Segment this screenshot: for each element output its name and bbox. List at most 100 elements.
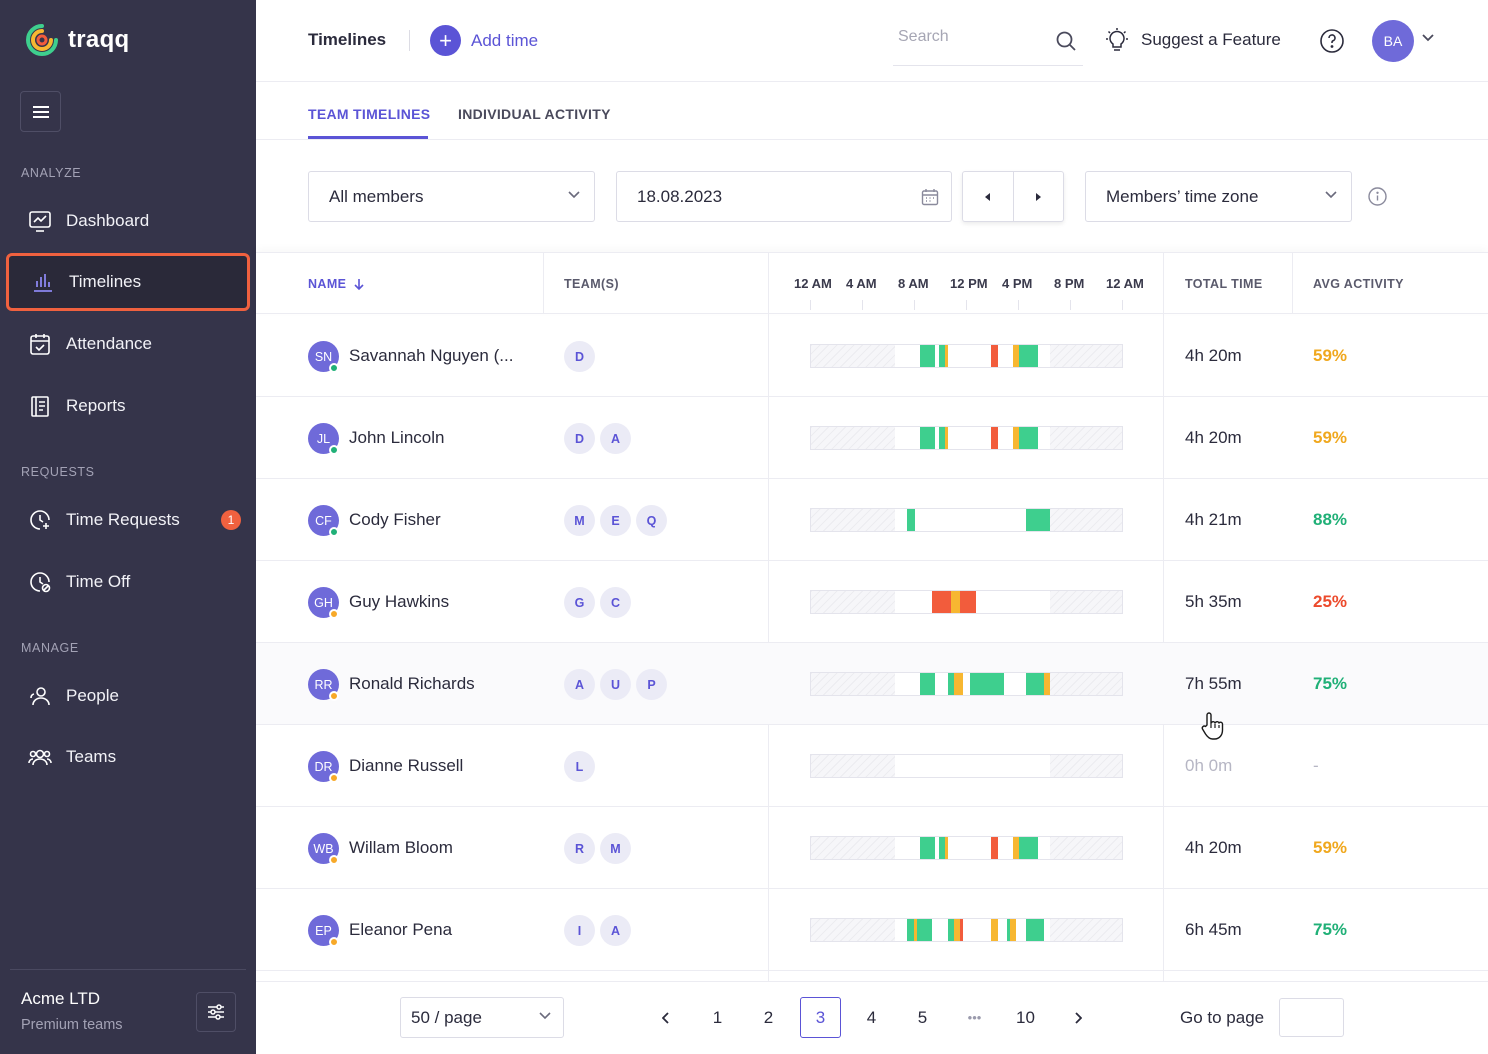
sidebar-item-attendance[interactable]: Attendance	[20, 319, 245, 369]
search-icon[interactable]	[1055, 30, 1077, 52]
sidebar-item-timelines[interactable]: Timelines	[6, 253, 250, 311]
team-chip[interactable]: U	[600, 669, 631, 700]
team-chip[interactable]: G	[564, 587, 595, 618]
total-time-column-header[interactable]: TOTAL TIME	[1185, 277, 1263, 291]
report-icon	[31, 396, 49, 417]
table-row[interactable]: SN Savannah Nguyen (... D 4h 20m 59%	[256, 315, 1488, 397]
member-name[interactable]: John Lincoln	[349, 428, 445, 447]
team-chip[interactable]: A	[564, 669, 595, 700]
team-chip[interactable]: Q	[636, 505, 667, 536]
page-size-select[interactable]: 50 / page	[400, 997, 564, 1038]
avg-activity: 75%	[1313, 920, 1348, 939]
next-day-button[interactable]	[1012, 172, 1064, 221]
sidebar-item-dashboard[interactable]: Dashboard	[20, 196, 245, 246]
avatar: EP	[308, 915, 339, 946]
page-button-5[interactable]: 5	[917, 1007, 928, 1027]
sidebar-item-teams[interactable]: Teams	[20, 732, 245, 782]
sidebar-item-time-requests[interactable]: Time Requests 1	[20, 495, 245, 545]
timeline-offhours	[811, 919, 895, 941]
avg-activity-column-header[interactable]: AVG ACTIVITY	[1313, 277, 1404, 291]
timeline-segment	[938, 427, 945, 449]
team-chip[interactable]: A	[600, 423, 631, 454]
hour-tick	[862, 300, 863, 310]
name-column-header[interactable]: NAME	[308, 277, 364, 291]
help-icon[interactable]	[1319, 28, 1345, 54]
next-page-button[interactable]	[1057, 997, 1098, 1038]
team-chip[interactable]: D	[564, 341, 595, 372]
timeline-offhours	[811, 673, 895, 695]
activity-timeline[interactable]	[810, 508, 1123, 532]
sidebar-item-time-off[interactable]: Time Off	[20, 557, 245, 607]
page-ellipsis[interactable]: •••	[967, 1010, 982, 1025]
team-chip[interactable]: L	[564, 751, 595, 782]
avg-activity: 75%	[1313, 674, 1348, 693]
timezone-select[interactable]: Members’ time zone	[1085, 171, 1352, 222]
team-chip[interactable]: P	[636, 669, 667, 700]
page-button-4[interactable]: 4	[866, 1007, 877, 1027]
team-chip[interactable]: R	[564, 833, 595, 864]
activity-timeline[interactable]	[810, 344, 1123, 368]
chevron-right-icon	[1074, 1011, 1082, 1024]
member-name[interactable]: Dianne Russell	[349, 756, 464, 775]
page-button-3[interactable]: 3	[800, 997, 841, 1038]
go-to-page-input[interactable]	[1279, 998, 1344, 1037]
table-row[interactable]: GH Guy Hawkins G C 5h 35m 25%	[256, 561, 1488, 643]
chevron-down-icon[interactable]	[1422, 34, 1434, 42]
search-input[interactable]	[898, 28, 1048, 46]
member-name[interactable]: Cody Fisher	[349, 510, 441, 529]
page-button-2[interactable]: 2	[763, 1007, 774, 1027]
activity-timeline[interactable]	[810, 836, 1123, 860]
chevron-left-icon	[661, 1011, 669, 1024]
org-name: Acme LTD	[21, 989, 101, 1008]
sidebar-item-reports[interactable]: Reports	[20, 381, 245, 431]
status-dot	[329, 609, 339, 619]
table-row[interactable]: JL John Lincoln D A 4h 20m 59%	[256, 397, 1488, 479]
activity-timeline[interactable]	[810, 672, 1123, 696]
tab-team-timelines[interactable]: TEAM TIMELINES	[308, 106, 431, 122]
previous-page-button[interactable]	[645, 997, 686, 1038]
table-row[interactable]: CF Cody Fisher M E Q 4h 21m 88%	[256, 479, 1488, 561]
previous-day-button[interactable]	[963, 172, 1013, 221]
team-chip[interactable]: A	[600, 915, 631, 946]
logo[interactable]: traqq	[24, 20, 130, 60]
info-icon[interactable]	[1368, 187, 1387, 206]
status-dot	[329, 363, 339, 373]
team-chip[interactable]: M	[600, 833, 631, 864]
tab-individual-activity[interactable]: INDIVIDUAL ACTIVITY	[458, 106, 611, 122]
menu-toggle-button[interactable]	[20, 91, 61, 132]
timeline-segment	[960, 591, 976, 613]
team-chip[interactable]: I	[564, 915, 595, 946]
team-chip[interactable]: C	[600, 587, 631, 618]
member-name[interactable]: Willam Bloom	[349, 838, 453, 857]
table-row[interactable]: DR Dianne Russell L 0h 0m -	[256, 725, 1488, 807]
activity-timeline[interactable]	[810, 754, 1123, 778]
activity-timeline[interactable]	[810, 426, 1123, 450]
activity-timeline[interactable]	[810, 590, 1123, 614]
date-picker[interactable]: 18.08.2023	[616, 171, 952, 222]
chevron-down-icon	[539, 1012, 551, 1020]
name-header-label: NAME	[308, 277, 347, 291]
table-row[interactable]: EP Eleanor Pena I A 6h 45m 75%	[256, 889, 1488, 971]
team-chip[interactable]: M	[564, 505, 595, 536]
table-row[interactable]: WB Willam Bloom R M 4h 20m 59%	[256, 807, 1488, 889]
members-select[interactable]: All members	[308, 171, 595, 222]
member-name[interactable]: Guy Hawkins	[349, 592, 450, 611]
activity-timeline[interactable]	[810, 918, 1123, 942]
team-chip[interactable]: E	[600, 505, 631, 536]
sidebar-item-people[interactable]: People	[20, 671, 245, 721]
timeline-offhours	[811, 345, 895, 367]
timeline-offhours	[811, 591, 895, 613]
page-button-1[interactable]: 1	[712, 1007, 723, 1027]
member-name[interactable]: Ronald Richards	[349, 674, 475, 693]
table-row[interactable]: RR Ronald Richards A U P 7h 55m 75%	[256, 643, 1488, 725]
org-settings-button[interactable]	[196, 992, 236, 1032]
member-name[interactable]: Eleanor Pena	[349, 920, 453, 939]
team-chip[interactable]: D	[564, 423, 595, 454]
suggest-feature-button[interactable]: Suggest a Feature	[1104, 27, 1281, 53]
page-button-10[interactable]: 10	[1016, 1007, 1035, 1027]
user-avatar[interactable]: BA	[1372, 20, 1414, 62]
total-time: 4h 21m	[1185, 510, 1242, 529]
add-time-button[interactable]: + Add time	[430, 25, 538, 56]
search-field[interactable]	[893, 18, 1083, 66]
member-name[interactable]: Savannah Nguyen (...	[349, 346, 514, 365]
